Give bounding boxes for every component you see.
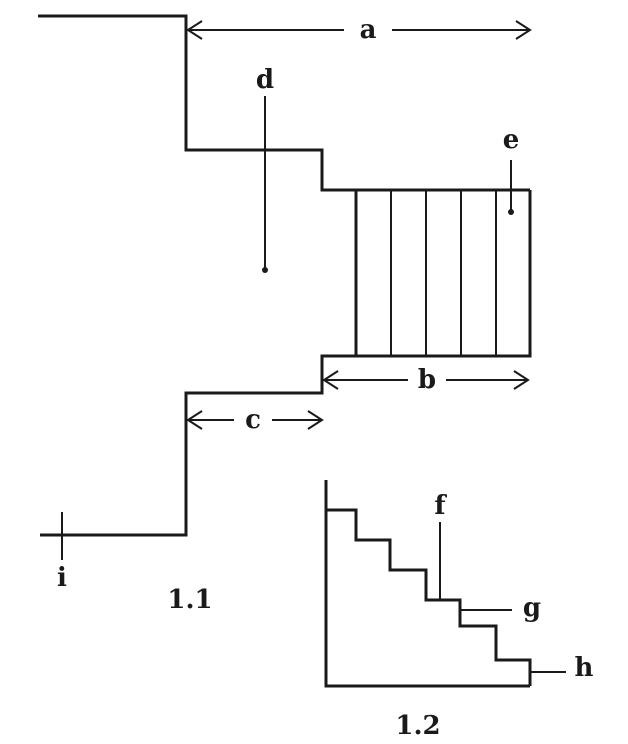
- d-marker-dot: [262, 267, 268, 273]
- axes: [324, 480, 530, 688]
- label-f: f: [434, 491, 447, 521]
- label-b: b: [418, 365, 436, 395]
- dimension-b: [322, 370, 530, 390]
- caption-1-2: 1.2: [395, 711, 440, 741]
- figure-1-1: a b c d e i 1.1: [38, 14, 532, 615]
- staircase-profile: [326, 508, 532, 686]
- step-profile: [38, 14, 530, 192]
- label-g: g: [523, 593, 541, 623]
- e-marker-dot: [508, 209, 514, 215]
- dimension-c: [186, 410, 324, 430]
- dimension-a: [186, 20, 532, 40]
- label-c: c: [245, 405, 261, 435]
- label-e: e: [503, 125, 520, 155]
- label-i: i: [57, 563, 67, 593]
- label-d: d: [256, 65, 274, 95]
- caption-1-1: 1.1: [167, 585, 212, 615]
- label-h: h: [575, 653, 594, 683]
- step-profile-bottom: [40, 190, 532, 537]
- figure-1-2: f g h 1.2: [324, 480, 594, 741]
- label-a: a: [360, 15, 377, 45]
